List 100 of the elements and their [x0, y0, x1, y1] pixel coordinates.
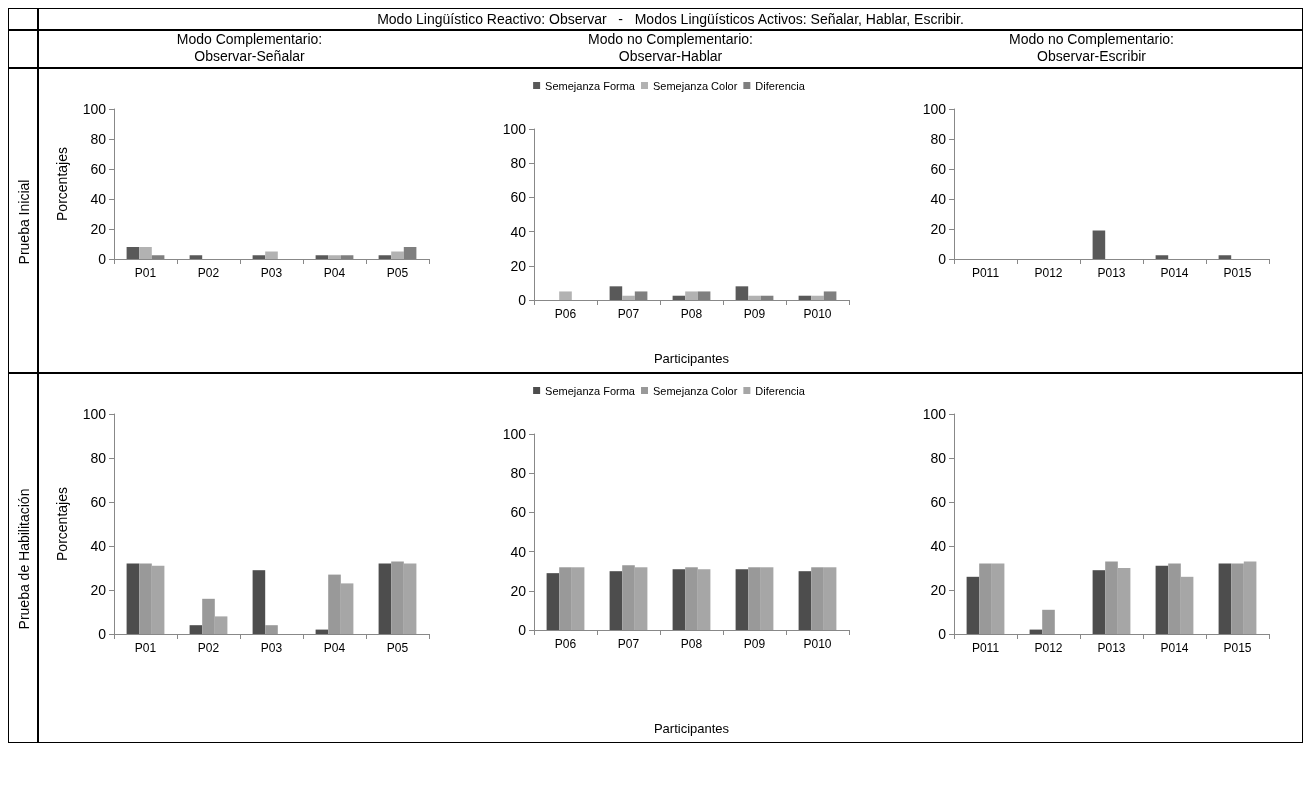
x-tick-label: P011 — [971, 266, 1000, 280]
bar — [1231, 563, 1244, 634]
bar — [991, 563, 1005, 634]
bar — [328, 255, 341, 259]
y-tick-label: 40 — [90, 538, 107, 554]
bar — [378, 255, 392, 259]
x-tick-label: P014 — [1160, 641, 1189, 655]
x-tick-label: P015 — [1223, 266, 1252, 280]
y-tick-label: 80 — [930, 131, 947, 147]
bar — [126, 247, 140, 259]
chart-title: Modo no Complementario: Observar-Hablar — [587, 31, 754, 66]
y-tick-label: 80 — [510, 465, 527, 482]
bar — [672, 569, 686, 630]
x-tick-label: P013 — [1097, 641, 1126, 655]
bar — [1155, 565, 1169, 634]
y-tick-label: 80 — [90, 131, 107, 147]
text: Modo Lingüístico Reactivo: Observar - Modos Lingüísticos Activos: Señalar, Hablar, Escribir. — [38, 8, 1303, 30]
bar — [126, 563, 140, 634]
bar — [1092, 570, 1106, 634]
y-tick-label: 60 — [930, 494, 947, 510]
bar — [685, 567, 698, 630]
bar — [748, 567, 761, 630]
y-tick-label: 80 — [90, 450, 107, 466]
y-tick-label: 100 — [502, 121, 527, 137]
x-tick-label: P07 — [617, 307, 640, 321]
x-tick-label: P02 — [197, 641, 220, 655]
x-tick-label: P012 — [1034, 641, 1063, 655]
bar — [1042, 609, 1055, 634]
legend-label: Semejanza Color — [652, 384, 738, 397]
bar — [1218, 563, 1232, 634]
bar — [546, 573, 560, 630]
bar — [315, 255, 329, 259]
bar — [252, 570, 266, 634]
x-tick-label: P07 — [617, 637, 640, 651]
bar — [609, 571, 623, 630]
y-tick-label: 20 — [90, 582, 107, 598]
x-tick-label: P09 — [743, 307, 766, 321]
bar — [1168, 563, 1181, 634]
y-tick-label: 100 — [502, 426, 527, 442]
bar — [265, 251, 278, 259]
bar — [189, 625, 203, 634]
x-axis-title: Participantes — [653, 721, 730, 736]
y-tick-label: 20 — [510, 257, 527, 274]
x-tick-label: P04 — [323, 266, 346, 280]
bar — [571, 567, 585, 630]
x-tick-label: P09 — [743, 637, 766, 651]
x-tick-label: P015 — [1223, 641, 1252, 655]
bar — [340, 583, 354, 634]
x-tick-label: P02 — [197, 266, 220, 280]
y-tick-label: 60 — [510, 189, 527, 206]
y-tick-label: 40 — [510, 543, 527, 560]
y-tick-label: 0 — [98, 251, 107, 267]
y-tick-label: 20 — [90, 221, 107, 237]
x-tick-label: P05 — [386, 266, 409, 280]
y-tick-label: 40 — [90, 191, 107, 207]
x-tick-label: P03 — [260, 266, 283, 280]
bar — [1243, 561, 1257, 634]
bar — [735, 569, 749, 630]
x-tick-label: P013 — [1097, 266, 1126, 280]
y-tick-label: 100 — [922, 406, 947, 422]
x-axis-title: Participantes — [653, 351, 730, 366]
y-tick-label: 80 — [510, 155, 527, 172]
x-tick-label: P012 — [1034, 266, 1063, 280]
y-tick-label: 20 — [510, 582, 527, 599]
bar — [760, 567, 774, 630]
bar — [979, 563, 992, 634]
bar — [403, 563, 417, 634]
bar — [811, 567, 824, 630]
x-tick-label: P03 — [260, 641, 283, 655]
x-tick-label: P014 — [1160, 266, 1189, 280]
legend-label: Semejanza Forma — [545, 79, 636, 92]
x-tick-label: P01 — [134, 641, 157, 655]
y-axis-title: Porcentajes — [54, 487, 70, 561]
bar — [252, 255, 266, 259]
y-tick-label: 80 — [930, 450, 947, 466]
text: Prueba Inicial — [16, 179, 32, 264]
bar — [189, 255, 203, 259]
y-tick-label: 40 — [930, 191, 947, 207]
y-tick-label: 0 — [518, 292, 527, 308]
legend-label: Diferencia — [755, 79, 806, 92]
bar — [622, 565, 635, 630]
y-tick-label: 0 — [938, 626, 947, 642]
bar — [378, 563, 392, 634]
legend-label: Diferencia — [755, 384, 806, 397]
x-tick-label: P010 — [803, 307, 832, 321]
bar — [265, 625, 278, 634]
y-tick-label: 100 — [922, 101, 947, 117]
y-tick-label: 100 — [82, 406, 107, 422]
bar — [139, 563, 152, 634]
x-tick-label: P08 — [680, 637, 703, 651]
y-tick-label: 20 — [930, 582, 947, 598]
x-tick-label: P04 — [323, 641, 346, 655]
y-tick-label: 40 — [930, 538, 947, 554]
x-tick-label: P08 — [680, 307, 703, 321]
x-tick-label: P01 — [134, 266, 157, 280]
x-tick-label: P06 — [554, 307, 577, 321]
x-tick-label: P010 — [803, 637, 832, 651]
y-axis-title: Porcentajes — [54, 147, 70, 221]
y-tick-label: 60 — [90, 161, 107, 177]
bar — [1105, 561, 1118, 634]
